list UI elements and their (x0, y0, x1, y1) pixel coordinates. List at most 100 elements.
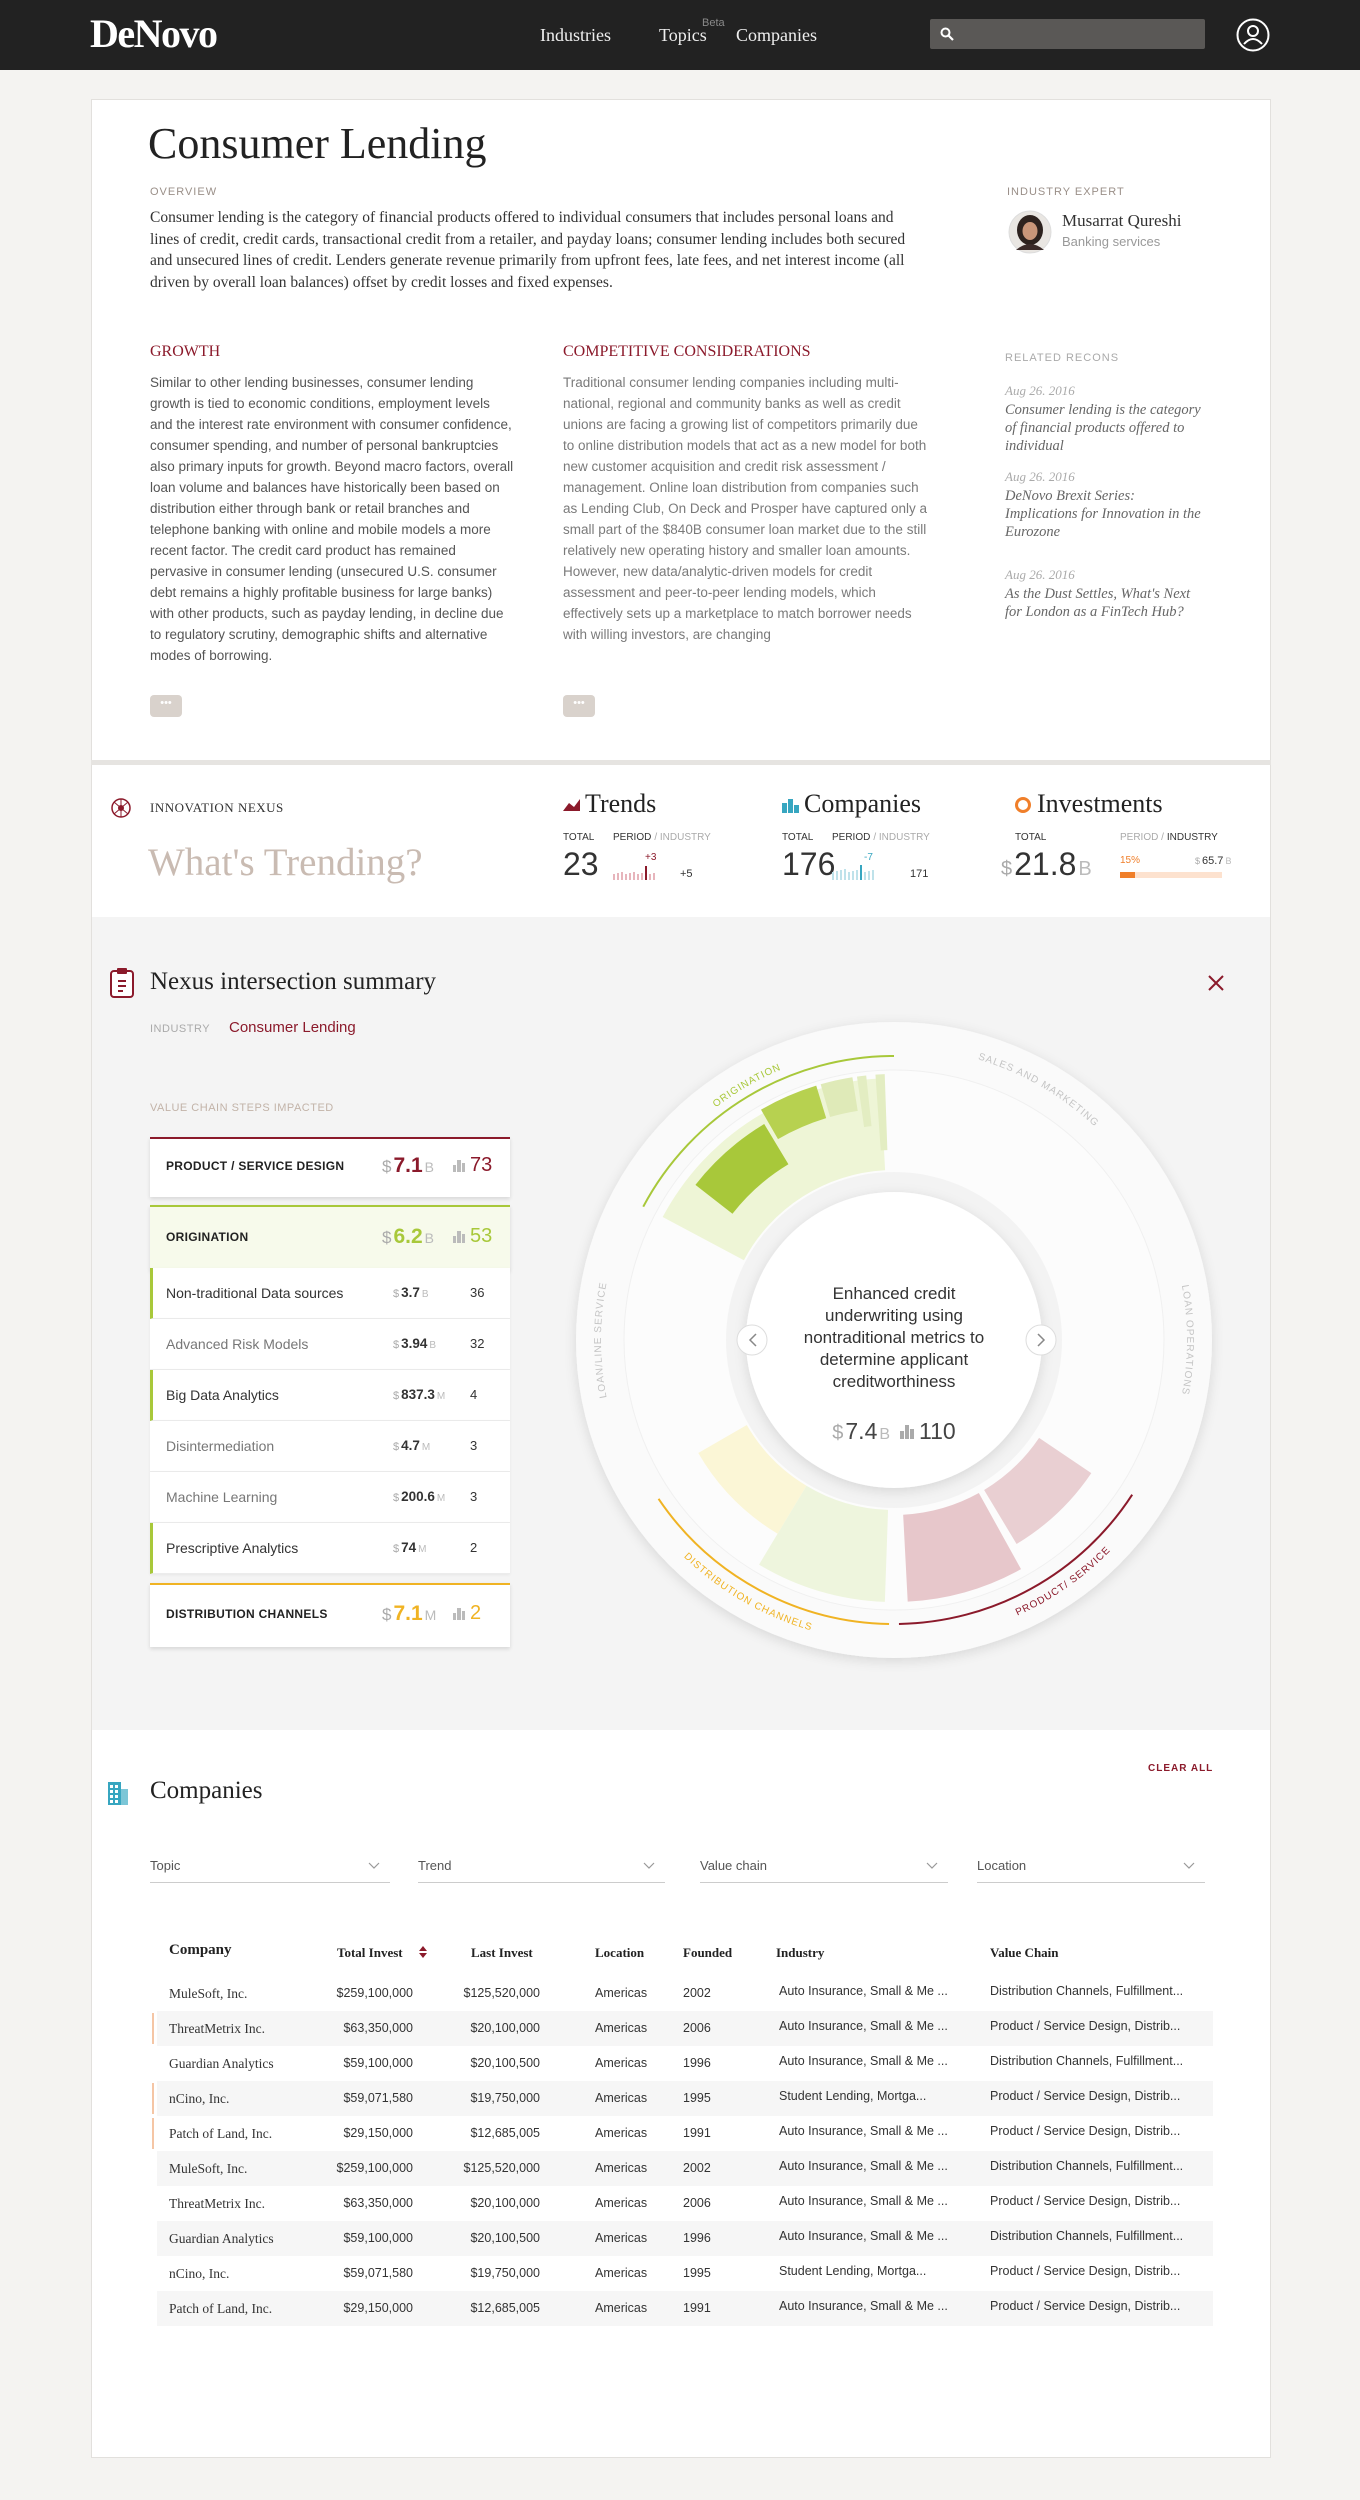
cell: $12,685,005 (470, 2301, 540, 2315)
column-header[interactable]: Industry (776, 1945, 825, 1960)
filter-select[interactable]: Location (977, 1852, 1205, 1883)
cell: Americas (595, 2196, 648, 2210)
icon-bar (457, 1230, 461, 1243)
step-box[interactable] (150, 1205, 510, 1270)
count-icon (453, 1160, 465, 1172)
step-box[interactable] (150, 1137, 510, 1197)
column-header[interactable]: Location (595, 1945, 645, 1960)
item-count: 32 (470, 1336, 485, 1351)
column-header[interactable]: Value Chain (990, 1945, 1059, 1960)
nav-button[interactable] (1025, 1324, 1057, 1356)
money: $7.1 M (382, 1602, 436, 1626)
item-count: 3 (470, 1489, 478, 1504)
wheel-arc (657, 1498, 890, 1625)
step-count: 2 (470, 1602, 482, 1624)
cell: Auto Insurance, Small & Me ... (779, 2124, 948, 2138)
currency: $ (1001, 858, 1013, 880)
filter-select[interactable]: Trend (418, 1852, 665, 1883)
cell: $63,350,000 (343, 2021, 413, 2035)
nav-button[interactable] (736, 1324, 768, 1356)
cell: $20,100,000 (470, 2021, 540, 2035)
step-item[interactable] (150, 1523, 510, 1574)
column-header[interactable]: Company (169, 1942, 232, 1958)
cell: ThreatMetrix Inc. (169, 2196, 265, 2211)
currency: $ (393, 1288, 400, 1300)
item-name: Non-traditional Data sources (166, 1285, 344, 1301)
table-row[interactable] (157, 2116, 1213, 2151)
table-row[interactable] (157, 2081, 1213, 2116)
filter-select[interactable]: Topic (150, 1852, 390, 1883)
cell: 1996 (683, 2056, 711, 2070)
item-count: 36 (470, 1285, 485, 1300)
period-label: PERIOD / (1120, 832, 1164, 843)
count-icon (900, 1425, 915, 1439)
overview-label: OVERVIEW (150, 186, 218, 198)
page-title: Consumer Lending (148, 119, 487, 168)
step-name: DISTRIBUTION CHANNELS (166, 1607, 328, 1621)
nexus-label: INNOVATION NEXUS (150, 800, 284, 815)
cell: 1991 (683, 2126, 711, 2140)
column-header[interactable]: Last Invest (471, 1945, 533, 1960)
icon-bar (462, 1233, 465, 1243)
more-dots: ••• (573, 697, 585, 709)
item-name: Prescriptive Analytics (166, 1540, 299, 1556)
table-row[interactable] (157, 2151, 1213, 2186)
step-box[interactable] (150, 1583, 510, 1647)
step-item[interactable] (150, 1268, 510, 1319)
cell: 1996 (683, 2231, 711, 2245)
more-button[interactable]: ••• (563, 695, 595, 717)
step-item[interactable] (150, 1370, 510, 1421)
row-accent (152, 2118, 154, 2149)
table-row[interactable] (157, 2046, 1213, 2081)
related-title[interactable]: As the Dust Settles, What's Next for Lon… (1005, 586, 1191, 620)
column-header[interactable]: Founded (683, 1945, 733, 1960)
cell: $63,350,000 (343, 2196, 413, 2210)
cell: Auto Insurance, Small & Me ... (779, 2194, 948, 2208)
related-title[interactable]: Consumer lending is the category of fina… (1005, 402, 1201, 454)
wheel-segment (698, 1425, 807, 1534)
amount: 3.94 (401, 1336, 428, 1351)
stat-title: Companies (804, 789, 921, 818)
step-item[interactable] (150, 1421, 510, 1472)
nav-link[interactable]: Topics (659, 25, 707, 45)
table-row[interactable] (157, 2186, 1213, 2221)
cell: 1995 (683, 2091, 711, 2105)
steps-label: VALUE CHAIN STEPS IMPACTED (150, 1102, 334, 1114)
stat-industry: 171 (910, 868, 929, 880)
wheel-segment (903, 1493, 1022, 1602)
step-item[interactable] (150, 1319, 510, 1370)
unit: M (436, 1493, 446, 1504)
head (1247, 25, 1259, 37)
more-button[interactable]: ••• (150, 695, 182, 717)
table-row[interactable] (157, 2011, 1213, 2046)
table-row[interactable] (157, 2221, 1213, 2256)
icon-bar (462, 1611, 465, 1620)
cell: 2002 (683, 1986, 711, 2000)
cell: 1991 (683, 2301, 711, 2315)
clear-all[interactable]: CLEAR ALL (1148, 1763, 1214, 1774)
currency: $ (1195, 856, 1201, 866)
unit: M (424, 1607, 437, 1623)
currency: $ (393, 1543, 400, 1555)
cell: MuleSoft, Inc. (169, 1986, 248, 2001)
column-header[interactable]: Total Invest (337, 1945, 403, 1960)
search-box[interactable] (930, 19, 1205, 49)
nav-link[interactable]: Companies (736, 25, 817, 45)
building (108, 1782, 121, 1805)
cell: Auto Insurance, Small & Me ... (779, 2299, 948, 2313)
filter-select[interactable]: Value chain (700, 1852, 948, 1883)
step-item[interactable] (150, 1472, 510, 1523)
mini-bar (649, 874, 651, 880)
related-title[interactable]: DeNovo Brexit Series: Implications for I… (1005, 488, 1201, 540)
table-row[interactable] (157, 2256, 1213, 2291)
close-icon[interactable] (1208, 975, 1224, 991)
sort-down (419, 1953, 427, 1958)
table-row[interactable] (157, 1976, 1213, 2011)
industry-label: INDUSTRY (150, 1023, 211, 1035)
wheel-label: LOAN OPERATIONS (1179, 1284, 1195, 1396)
table-row[interactable] (157, 2291, 1213, 2326)
nav-link[interactable]: Industries (540, 25, 611, 45)
ring (1236, 18, 1270, 52)
logo[interactable]: DeNovo (90, 11, 218, 56)
